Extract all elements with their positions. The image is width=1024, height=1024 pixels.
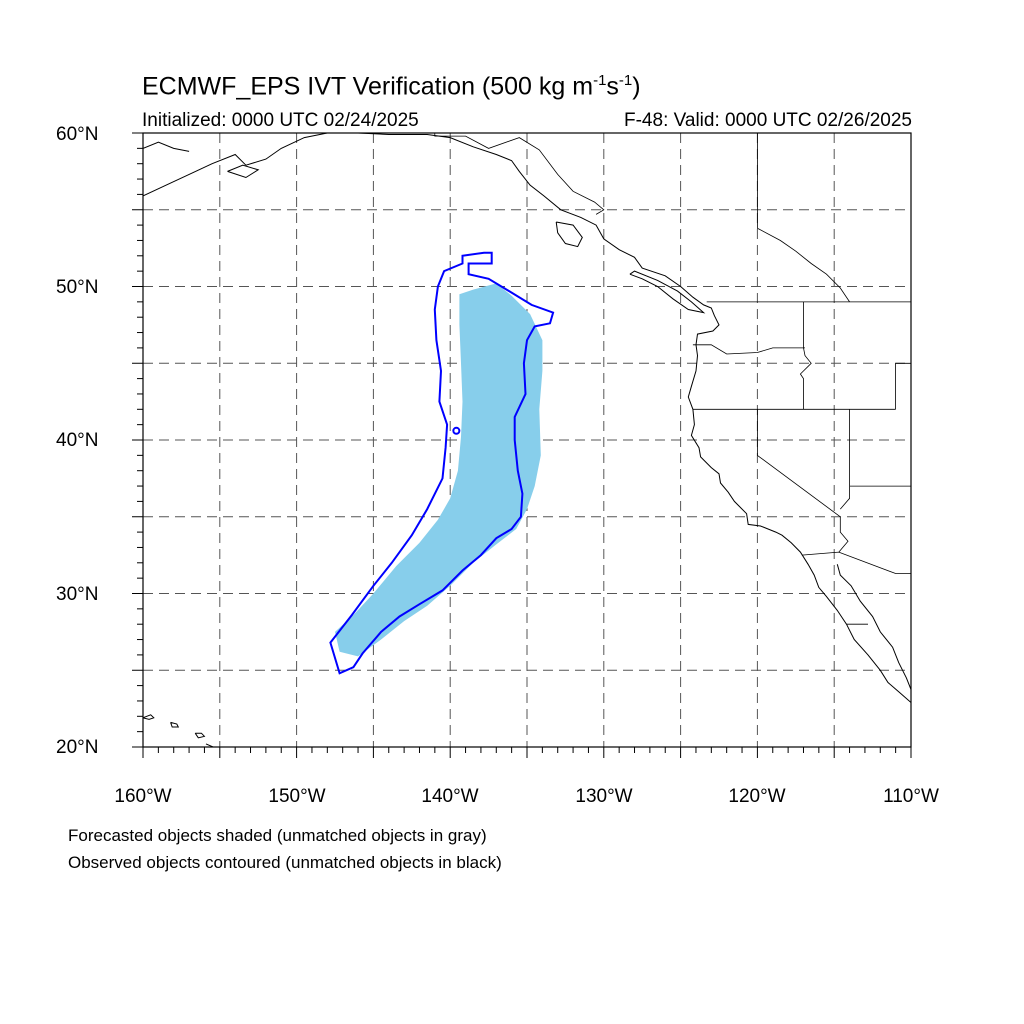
footnote-observed: Observed objects contoured (unmatched ob…: [68, 853, 502, 872]
lat-label-60n: 60°N: [56, 124, 99, 145]
political-borders: [434, 133, 911, 625]
observed-object-contour: [329, 251, 555, 675]
lon-label-110w: 110°W: [883, 786, 939, 807]
lon-label-130w: 130°W: [575, 786, 633, 807]
initialized-time: Initialized: 0000 UTC 02/24/2025: [142, 110, 419, 131]
lon-label-120w: 120°W: [728, 786, 786, 807]
axis-ticks: [132, 132, 912, 758]
lat-label-20n: 20°N: [56, 737, 99, 758]
lat-lon-grid: [143, 133, 911, 747]
lon-label-160w: 160°W: [114, 786, 172, 807]
lon-label-150w: 150°W: [268, 786, 326, 807]
observed-object-small-contour: [452, 426, 461, 435]
lon-label-140w: 140°W: [421, 786, 479, 807]
lat-label-50n: 50°N: [56, 277, 99, 298]
forecast-object-shaded: [335, 283, 543, 657]
coastlines: [143, 133, 911, 747]
lat-label-40n: 40°N: [56, 430, 99, 451]
footnote-forecast: Forecasted objects shaded (unmatched obj…: [68, 826, 487, 845]
lat-label-30n: 30°N: [56, 584, 99, 605]
valid-time: F-48: Valid: 0000 UTC 02/26/2025: [624, 110, 912, 131]
map-title: ECMWF_EPS IVT Verification (500 kg m-1s-…: [142, 72, 641, 101]
